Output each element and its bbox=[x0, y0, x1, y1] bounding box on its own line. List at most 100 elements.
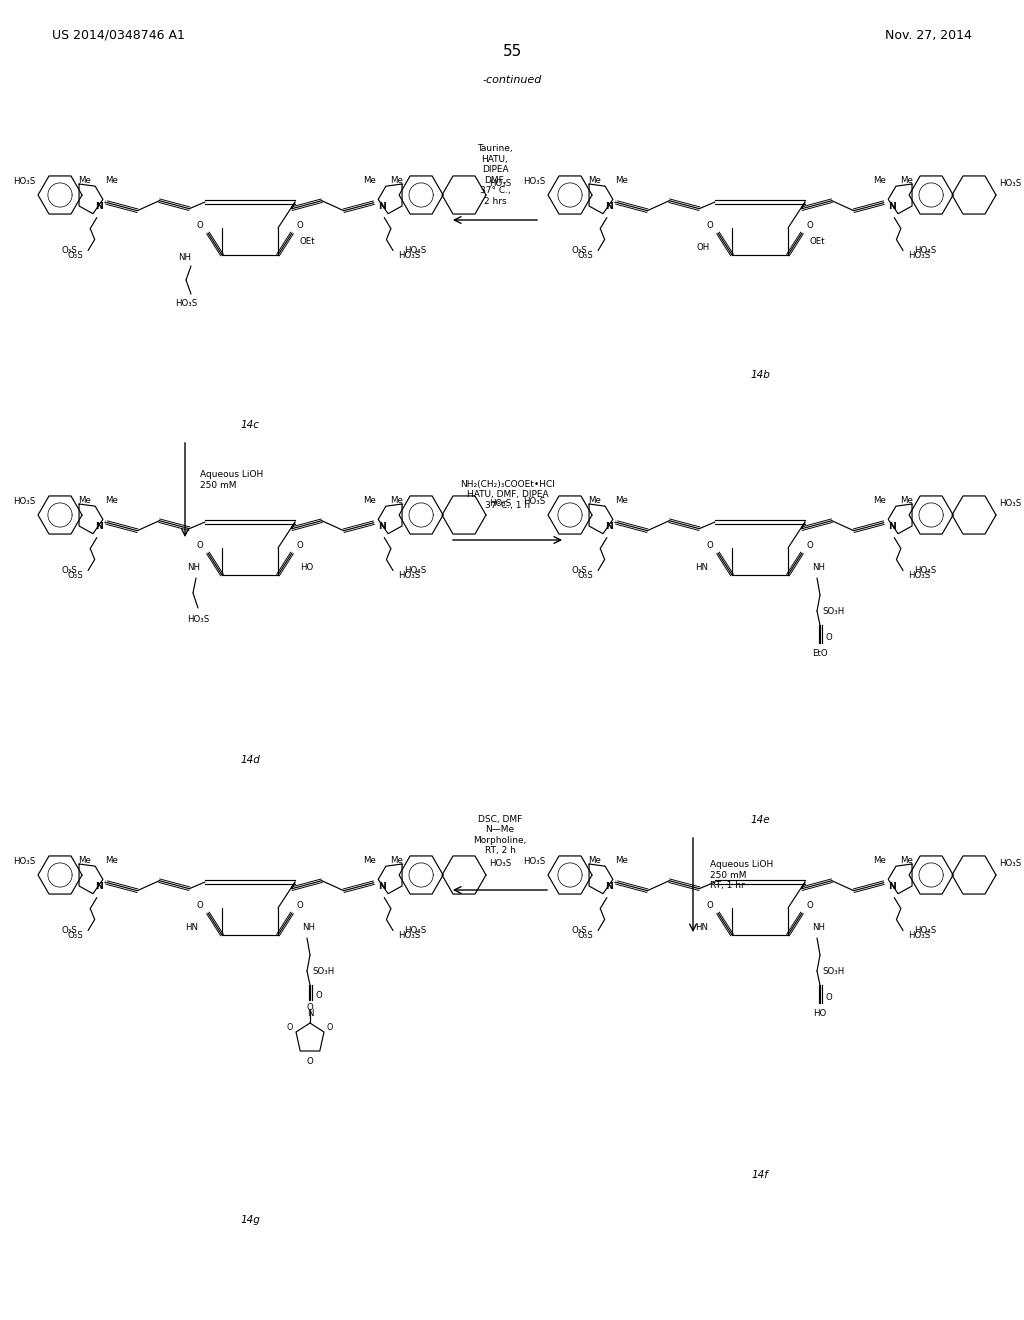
Text: O: O bbox=[807, 540, 813, 549]
Text: +: + bbox=[102, 520, 109, 525]
Text: 14c: 14c bbox=[241, 420, 259, 430]
Text: Me: Me bbox=[364, 857, 376, 865]
Text: O: O bbox=[316, 990, 323, 999]
Text: HO₃S: HO₃S bbox=[914, 566, 936, 576]
Text: Taurine,
HATU,
DIPEA
DMF,
37° C.,
2 hrs: Taurine, HATU, DIPEA DMF, 37° C., 2 hrs bbox=[477, 144, 513, 206]
Text: N: N bbox=[888, 521, 896, 531]
Text: N: N bbox=[378, 882, 386, 891]
Text: 14g: 14g bbox=[240, 1214, 260, 1225]
Text: HN: HN bbox=[185, 924, 198, 932]
Text: NH: NH bbox=[812, 924, 825, 932]
Text: Me: Me bbox=[900, 496, 913, 506]
Text: Me: Me bbox=[873, 176, 886, 185]
Text: HN: HN bbox=[695, 564, 708, 573]
Text: HO₃S: HO₃S bbox=[999, 180, 1022, 189]
Text: HO₃S: HO₃S bbox=[404, 246, 426, 255]
Text: O₃S: O₃S bbox=[68, 572, 83, 579]
Text: HO₃S: HO₃S bbox=[13, 177, 36, 186]
Text: DSC, DMF
N—Me
Morpholine,
RT, 2 h: DSC, DMF N—Me Morpholine, RT, 2 h bbox=[473, 814, 526, 855]
Text: O: O bbox=[826, 632, 833, 642]
Text: O₃S: O₃S bbox=[68, 251, 83, 260]
Text: SO₃H: SO₃H bbox=[822, 966, 844, 975]
Text: HO₃S: HO₃S bbox=[398, 251, 420, 260]
Text: +: + bbox=[612, 199, 618, 206]
Text: Me: Me bbox=[364, 176, 376, 185]
Text: NH: NH bbox=[302, 924, 315, 932]
Text: OH: OH bbox=[696, 243, 710, 252]
Text: OEt: OEt bbox=[810, 236, 825, 246]
Text: HO₃S: HO₃S bbox=[908, 251, 930, 260]
Text: Me: Me bbox=[615, 857, 628, 865]
Text: O: O bbox=[197, 540, 204, 549]
Text: +: + bbox=[102, 879, 109, 886]
Text: N: N bbox=[95, 202, 103, 211]
Text: -continued: -continued bbox=[482, 75, 542, 84]
Text: N: N bbox=[95, 882, 103, 891]
Text: O: O bbox=[807, 220, 813, 230]
Text: Me: Me bbox=[78, 857, 91, 865]
Text: N: N bbox=[605, 882, 613, 891]
Text: 14d: 14d bbox=[240, 755, 260, 766]
Text: O: O bbox=[297, 220, 303, 230]
Text: Me: Me bbox=[615, 496, 628, 506]
Text: HN: HN bbox=[695, 924, 708, 932]
Text: 55: 55 bbox=[503, 45, 521, 59]
Text: N: N bbox=[888, 882, 896, 891]
Text: O: O bbox=[297, 900, 303, 909]
Text: Me: Me bbox=[873, 496, 886, 506]
Text: O: O bbox=[197, 900, 204, 909]
Text: HO₃S: HO₃S bbox=[914, 927, 936, 935]
Text: Aqueous LiOH
250 mM: Aqueous LiOH 250 mM bbox=[200, 470, 263, 490]
Text: +: + bbox=[612, 520, 618, 525]
Text: HO₃S: HO₃S bbox=[186, 615, 209, 624]
Text: HO₃S: HO₃S bbox=[523, 857, 546, 866]
Text: HO₃S: HO₃S bbox=[914, 246, 936, 255]
Text: SO₃H: SO₃H bbox=[822, 606, 844, 615]
Text: US 2014/0348746 A1: US 2014/0348746 A1 bbox=[52, 29, 185, 41]
Text: HO₃S: HO₃S bbox=[523, 498, 546, 507]
Text: O: O bbox=[707, 900, 714, 909]
Text: O₃S: O₃S bbox=[61, 927, 77, 935]
Text: NH: NH bbox=[187, 564, 200, 573]
Text: O₃S: O₃S bbox=[68, 931, 83, 940]
Text: O: O bbox=[287, 1023, 293, 1032]
Text: O₃S: O₃S bbox=[578, 572, 593, 579]
Text: HO₃S: HO₃S bbox=[398, 931, 420, 940]
Text: O₃S: O₃S bbox=[571, 566, 587, 576]
Text: Me: Me bbox=[390, 857, 403, 865]
Text: HO₃S: HO₃S bbox=[489, 180, 512, 189]
Text: NH₂(CH₂)₃COOEt•HCl
HATU, DMF, DIPEA
37°C., 1 h: NH₂(CH₂)₃COOEt•HCl HATU, DMF, DIPEA 37°C… bbox=[461, 480, 555, 510]
Text: HO₃S: HO₃S bbox=[13, 857, 36, 866]
Text: HO₃S: HO₃S bbox=[489, 499, 512, 508]
Text: Me: Me bbox=[390, 496, 403, 506]
Text: HO₃S: HO₃S bbox=[523, 177, 546, 186]
Text: +: + bbox=[102, 199, 109, 206]
Text: HO₃S: HO₃S bbox=[404, 566, 426, 576]
Text: NH: NH bbox=[812, 564, 825, 573]
Text: OEt: OEt bbox=[300, 236, 315, 246]
Text: O: O bbox=[197, 220, 204, 230]
Text: HO₃S: HO₃S bbox=[999, 499, 1022, 508]
Text: O: O bbox=[306, 1056, 313, 1065]
Text: Aqueous LiOH
250 mM
RT, 1 hr: Aqueous LiOH 250 mM RT, 1 hr bbox=[710, 861, 773, 890]
Text: O: O bbox=[826, 993, 833, 1002]
Text: O₃S: O₃S bbox=[61, 566, 77, 576]
Text: Me: Me bbox=[105, 496, 118, 506]
Text: HO₃S: HO₃S bbox=[398, 572, 420, 579]
Text: Me: Me bbox=[873, 857, 886, 865]
Text: O₃S: O₃S bbox=[61, 246, 77, 255]
Text: HO₃S: HO₃S bbox=[13, 498, 36, 507]
Text: HO₃S: HO₃S bbox=[175, 300, 198, 309]
Text: N: N bbox=[605, 202, 613, 211]
Text: 14e: 14e bbox=[751, 814, 770, 825]
Text: HO₃S: HO₃S bbox=[489, 859, 512, 869]
Text: EtO: EtO bbox=[812, 648, 827, 657]
Text: Me: Me bbox=[900, 176, 913, 185]
Text: N: N bbox=[378, 202, 386, 211]
Text: HO₃S: HO₃S bbox=[908, 572, 930, 579]
Text: HO₃S: HO₃S bbox=[908, 931, 930, 940]
Text: HO₃S: HO₃S bbox=[404, 927, 426, 935]
Text: 14b: 14b bbox=[750, 370, 770, 380]
Text: O: O bbox=[807, 900, 813, 909]
Text: Nov. 27, 2014: Nov. 27, 2014 bbox=[885, 29, 972, 41]
